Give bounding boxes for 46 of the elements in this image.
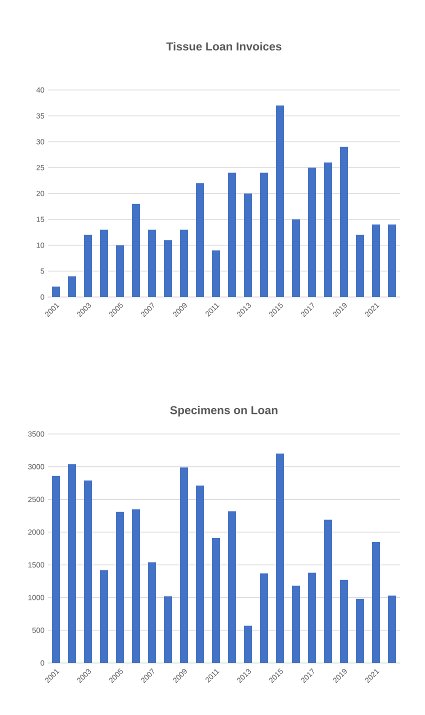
bar — [276, 454, 284, 663]
bar — [148, 230, 156, 297]
bar — [388, 596, 396, 663]
bar — [148, 562, 156, 663]
bar — [100, 230, 108, 297]
bar — [324, 162, 332, 297]
bar — [132, 509, 140, 663]
bar — [100, 570, 108, 663]
bar — [164, 240, 172, 297]
bar — [228, 172, 236, 297]
bar — [308, 168, 316, 297]
bar — [260, 172, 268, 297]
bar — [292, 219, 300, 297]
bar — [260, 573, 268, 663]
bar — [180, 230, 188, 297]
bar — [84, 480, 92, 663]
bar — [372, 224, 380, 297]
bar — [244, 193, 252, 297]
bar — [116, 512, 124, 663]
bar — [212, 538, 220, 663]
bar — [68, 464, 76, 663]
bar — [276, 106, 284, 297]
bar — [388, 224, 396, 297]
bar — [132, 204, 140, 297]
bar — [340, 146, 348, 297]
bar — [116, 245, 124, 297]
bar — [308, 572, 316, 663]
bar — [196, 183, 204, 297]
bar — [228, 511, 236, 663]
bar — [164, 596, 172, 663]
bar — [356, 598, 364, 663]
bar — [180, 467, 188, 663]
bar — [84, 234, 92, 297]
bar — [244, 626, 252, 663]
bar — [212, 250, 220, 297]
bar — [68, 276, 76, 297]
bar — [340, 580, 348, 663]
bar — [52, 286, 60, 297]
chart-title: Tissue Loan Invoices — [166, 42, 282, 50]
bar — [324, 520, 332, 663]
bar — [372, 542, 380, 663]
bar — [52, 476, 60, 663]
bar — [356, 234, 364, 297]
bar — [196, 486, 204, 663]
bar — [292, 586, 300, 663]
chart-title: Specimens on Loan — [170, 406, 278, 416]
